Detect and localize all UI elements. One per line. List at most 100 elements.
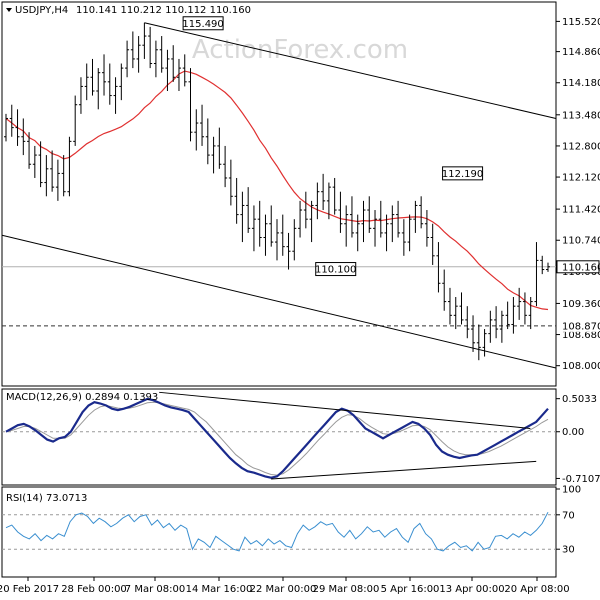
rsi-line-path — [5, 511, 549, 552]
rsi-y-tick-label: 70 — [562, 510, 575, 521]
level-label: 108.870 — [562, 321, 600, 332]
macd-y-tick-label: 0.00 — [562, 427, 584, 438]
rsi-line — [5, 511, 549, 552]
macd-y-axis: 0.5033 0.00 -0.7107 — [556, 394, 600, 485]
ohlc-bar — [78, 77, 83, 114]
ohlc-bar — [292, 219, 297, 261]
header-symbol: USDJPY,H4 — [15, 5, 68, 16]
ohlc-bar — [194, 109, 199, 151]
ohlc-bar — [488, 310, 493, 343]
x-axis: 20 Feb 2017 28 Feb 00:007 Mar 08:00 14 Mar… — [0, 577, 570, 595]
price-callout-box — [442, 166, 484, 181]
ohlc-bar — [61, 155, 66, 197]
x-tick-label: 13 Apr 00:00 — [439, 584, 504, 595]
ohlc-bar — [125, 40, 130, 78]
chart-header: USDJPY,H4 110.141 110.212 110.112 110.16… — [6, 5, 251, 16]
ohlc-bar — [280, 214, 285, 256]
current-price-box — [556, 260, 600, 274]
ohlc-bar — [332, 177, 337, 215]
rsi-y-tick-label: 30 — [562, 545, 575, 556]
macd-title: MACD(12,26,9) 0.2894 0.1393 — [6, 392, 158, 403]
rsi-y-tick-label: 100 — [562, 485, 581, 496]
ohlc-bar — [269, 205, 274, 247]
ohlc-bar — [344, 205, 349, 247]
rsi-panel-frame — [1, 486, 557, 578]
ohlc-bar — [153, 40, 158, 78]
ohlc-bar — [447, 287, 452, 325]
ohlc-bar — [522, 292, 527, 325]
x-tick-label: 5 Apr 16:00 — [381, 584, 440, 595]
rsi-panel: 100 70 30 RSI(14) 73.0713 — [1, 485, 581, 578]
level-box — [557, 319, 599, 332]
rsi-title: RSI(14) 73.0713 — [6, 493, 87, 504]
ohlc-bar — [200, 104, 205, 146]
ma-line — [5, 70, 549, 311]
ohlc-bar — [263, 214, 268, 256]
ohlc-bar — [355, 214, 360, 252]
price-panel: ActionForex.com 115.490 112.190 110.100 108… — [1, 1, 600, 387]
price-y-tick-label: 113.480 — [562, 110, 600, 121]
price-y-tick-label: 108.680 — [562, 330, 600, 341]
ohlc-bar — [182, 54, 187, 87]
ohlc-bar — [407, 214, 412, 252]
ohlc-bar — [401, 219, 406, 256]
price-y-tick-label: 114.180 — [562, 78, 600, 89]
ohlc-bar — [442, 269, 447, 311]
price-y-tick-label: 112.800 — [562, 141, 600, 152]
ohlc-bar — [148, 26, 153, 69]
ohlc-bar — [517, 287, 522, 320]
ohlc-bar — [413, 200, 418, 233]
price-callout: 112.190 — [442, 166, 484, 181]
price-y-tick-label: 110.740 — [562, 236, 600, 247]
ohlc-bar — [188, 68, 193, 142]
ohlc-bar — [303, 191, 308, 229]
ohlc-bar — [50, 150, 55, 192]
price-y-tick-label: 108.000 — [562, 361, 600, 372]
x-tick-label: 28 Feb 00:00 — [61, 584, 127, 595]
ohlc-bar — [211, 136, 216, 174]
ohlc-bar — [251, 205, 256, 252]
ohlc-bar — [453, 297, 458, 330]
ohlc-bar — [90, 58, 95, 96]
ohlc-bar — [390, 205, 395, 243]
ohlc-bar — [424, 210, 429, 247]
ohlc-bar — [234, 177, 239, 224]
x-tick-label: 20 Apr 08:00 — [504, 584, 569, 595]
x-tick-label: 7 Mar 08:00 — [125, 584, 185, 595]
current-price-label: 110.160 — [562, 262, 600, 273]
macd-line — [5, 397, 549, 479]
channel-trendlines — [1, 22, 557, 369]
ohlc-bar — [102, 54, 107, 96]
ohlc-bar — [540, 255, 545, 275]
price-callout-label: 112.190 — [442, 169, 483, 180]
lower-channel-line — [1, 234, 557, 369]
macd-y-tick-label: 0.5033 — [562, 394, 597, 405]
ohlc-bar — [459, 292, 464, 325]
ohlc-bar — [373, 210, 378, 247]
ohlc-bar — [9, 104, 14, 137]
ohlc-bar — [217, 127, 222, 169]
ohlc-bar — [534, 242, 539, 307]
ohlc-bar — [419, 196, 424, 229]
ohlc-bar — [136, 36, 141, 73]
ohlc-bar — [159, 36, 164, 73]
macd-y-tick-label: -0.7107 — [562, 474, 600, 485]
ohlc-bar — [142, 22, 147, 59]
ohlc-bar — [494, 306, 499, 339]
ohlc-bar — [465, 306, 470, 339]
ohlc-bar — [338, 191, 343, 233]
price-callout-label: 115.490 — [182, 19, 223, 30]
price-callout-label: 110.100 — [315, 265, 356, 276]
dropdown-triangle-icon[interactable] — [6, 8, 12, 12]
ohlc-bar — [436, 242, 441, 293]
ohlc-bar — [315, 182, 320, 220]
x-tick-label: 20 Feb 2017 — [0, 584, 59, 595]
ohlc-bar — [32, 145, 37, 178]
ohlc-bar — [223, 145, 228, 188]
ohlc-bar — [4, 113, 8, 142]
ohlc-bar — [321, 173, 326, 211]
ohlc-bar — [378, 200, 383, 238]
ohlc-bar — [511, 297, 516, 334]
x-tick-label: 29 Mar 08:00 — [313, 584, 380, 595]
